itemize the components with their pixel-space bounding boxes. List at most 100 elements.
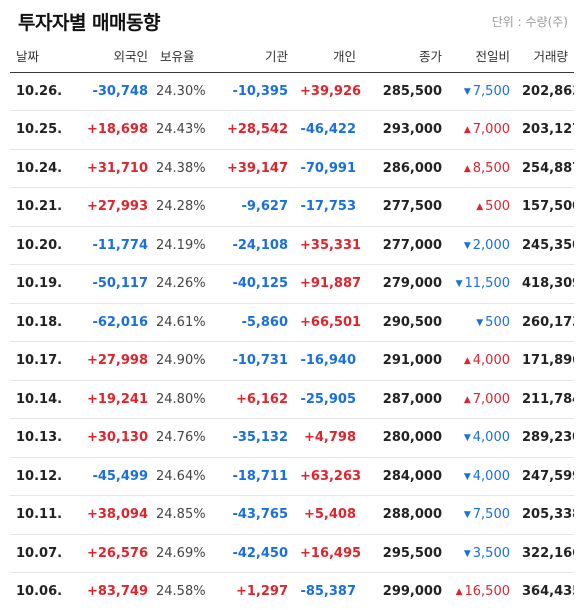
- holding-ratio-cell: 24.76%: [156, 430, 206, 446]
- foreign-net-cell: +38,094: [86, 507, 148, 523]
- table-row: 10.12. -45,499 24.64% -18,711 +63,263 284,000…: [10, 457, 574, 496]
- change-cell: ▼ 11,500: [448, 265, 516, 304]
- panel-header: 투자자별 매매동향 단위 : 수량(주): [10, 0, 574, 40]
- change-value: 11,500: [464, 276, 511, 292]
- triangle-down-icon: ▼: [463, 433, 471, 444]
- triangle-down-icon: ▼: [463, 240, 471, 251]
- individual-net-cell: -85,387: [300, 584, 356, 600]
- close-price-cell: 284,000: [382, 468, 442, 484]
- change-cell: ▼ 4,000: [448, 457, 516, 496]
- close-price-cell: 299,000: [382, 584, 442, 600]
- table-row: 10.21. +27,993 24.28% -9,627 -17,753 277,500 ▲…: [10, 188, 574, 226]
- foreign-net-cell: -30,748: [92, 83, 148, 99]
- table-row: 10.11. +38,094 24.85% -43,765 +5,408 288,000 ▼…: [10, 496, 574, 534]
- triangle-up-icon: ▲: [463, 125, 471, 136]
- institution-net-cell: -24,108: [232, 237, 288, 253]
- table-row: 10.20. -11,774 24.19% -24,108 +35,331 277,000…: [10, 226, 574, 265]
- foreign-net-cell: +19,241: [86, 391, 148, 407]
- individual-net-cell: +91,887: [300, 276, 362, 292]
- individual-net-cell: +35,331: [300, 237, 362, 253]
- institution-net-cell: -42,450: [232, 545, 288, 561]
- date-cell: 10.12.: [16, 468, 63, 484]
- col-header-change: 전일비: [475, 49, 510, 65]
- foreign-net-cell: -62,016: [92, 314, 148, 330]
- institution-net-cell: +6,162: [235, 391, 288, 407]
- institution-net-cell: -10,731: [232, 353, 288, 369]
- individual-net-cell: +16,495: [300, 545, 362, 561]
- holding-ratio-cell: 24.28%: [156, 199, 206, 215]
- table-row: 10.14. +19,241 24.80% +6,162 -25,905 287,000 ▲…: [10, 380, 574, 419]
- foreign-net-cell: +30,130: [86, 430, 148, 446]
- holding-ratio-cell: 24.61%: [156, 314, 206, 330]
- change-cell: ▲ 16,500: [448, 573, 516, 610]
- institution-net-cell: -40,125: [232, 276, 288, 292]
- holding-ratio-cell: 24.58%: [156, 584, 206, 600]
- individual-net-cell: -17,753: [300, 199, 356, 215]
- volume-cell: 157,500: [522, 199, 574, 215]
- date-cell: 10.24.: [16, 160, 63, 176]
- table-row: 10.19. -50,117 24.26% -40,125 +91,887 279,000…: [10, 265, 574, 304]
- close-price-cell: 291,000: [382, 353, 442, 369]
- volume-cell: 364,435: [522, 584, 574, 600]
- volume-cell: 211,784: [522, 391, 574, 407]
- triangle-up-icon: ▲: [476, 202, 484, 213]
- triangle-down-icon: ▼: [463, 510, 471, 521]
- institution-net-cell: -9,627: [241, 199, 288, 215]
- institution-net-cell: +39,147: [226, 160, 288, 176]
- foreign-net-cell: -50,117: [92, 276, 148, 292]
- triangle-up-icon: ▲: [463, 163, 471, 174]
- close-price-cell: 295,500: [382, 545, 442, 561]
- unit-label: 단위 : 수량(주): [491, 15, 568, 29]
- volume-cell: 202,863: [522, 83, 574, 99]
- date-cell: 10.14.: [16, 391, 63, 407]
- foreign-net-cell: -45,499: [92, 468, 148, 484]
- date-cell: 10.21.: [16, 199, 63, 215]
- institution-net-cell: -18,711: [232, 468, 288, 484]
- date-cell: 10.07.: [16, 545, 63, 561]
- table-row: 10.17. +27,998 24.90% -10,731 -16,940 291,000…: [10, 342, 574, 380]
- change-value: 7,000: [472, 122, 510, 138]
- table-row: 10.18. -62,016 24.61% -5,860 +66,501 290,500 ▼…: [10, 303, 574, 342]
- change-value: 8,500: [472, 160, 510, 176]
- close-price-cell: 285,500: [382, 83, 442, 99]
- individual-net-cell: +39,926: [300, 83, 362, 99]
- investor-trading-table: 날짜 외국인 보유율 기관 개인 종가 전일비 거래량 10.26. -30,74…: [10, 40, 574, 610]
- institution-net-cell: -35,132: [232, 430, 288, 446]
- institution-net-cell: +28,542: [226, 122, 288, 138]
- holding-ratio-cell: 24.90%: [156, 353, 206, 369]
- change-value: 7,500: [472, 507, 510, 523]
- volume-cell: 245,350: [522, 237, 574, 253]
- volume-cell: 203,127: [522, 122, 574, 138]
- change-cell: ▲ 7,000: [448, 111, 516, 150]
- triangle-down-icon: ▼: [476, 317, 484, 328]
- foreign-net-cell: +83,749: [86, 584, 148, 600]
- change-value: 4,000: [472, 430, 510, 446]
- change-cell: ▲ 8,500: [448, 149, 516, 188]
- triangle-up-icon: ▲: [463, 394, 471, 405]
- close-price-cell: 288,000: [382, 507, 442, 523]
- institution-net-cell: -5,860: [241, 314, 288, 330]
- volume-cell: 205,338: [522, 507, 574, 523]
- holding-ratio-cell: 24.69%: [156, 545, 206, 561]
- table-row: 10.06. +83,749 24.58% +1,297 -85,387 299,000 ▲…: [10, 573, 574, 610]
- change-value: 7,500: [472, 83, 510, 99]
- change-value: 2,000: [472, 237, 510, 253]
- foreign-net-cell: +27,998: [86, 353, 148, 369]
- foreign-net-cell: +26,576: [86, 545, 148, 561]
- date-cell: 10.18.: [16, 314, 63, 330]
- change-cell: ▼ 500: [448, 303, 516, 342]
- holding-ratio-cell: 24.80%: [156, 391, 206, 407]
- triangle-up-icon: ▲: [455, 587, 463, 598]
- institution-net-cell: +1,297: [235, 584, 288, 600]
- individual-net-cell: -16,940: [300, 353, 356, 369]
- date-cell: 10.25.: [16, 122, 63, 138]
- institution-net-cell: -10,395: [232, 83, 288, 99]
- date-cell: 10.17.: [16, 353, 63, 369]
- col-header-close: 종가: [418, 49, 442, 65]
- date-cell: 10.06.: [16, 584, 63, 600]
- volume-cell: 247,599: [522, 468, 574, 484]
- volume-cell: 289,230: [522, 430, 574, 446]
- foreign-net-cell: +31,710: [86, 160, 148, 176]
- table-row: 10.24. +31,710 24.38% +39,147 -70,991 286,000…: [10, 149, 574, 188]
- table-row: 10.07. +26,576 24.69% -42,450 +16,495 295,500…: [10, 534, 574, 573]
